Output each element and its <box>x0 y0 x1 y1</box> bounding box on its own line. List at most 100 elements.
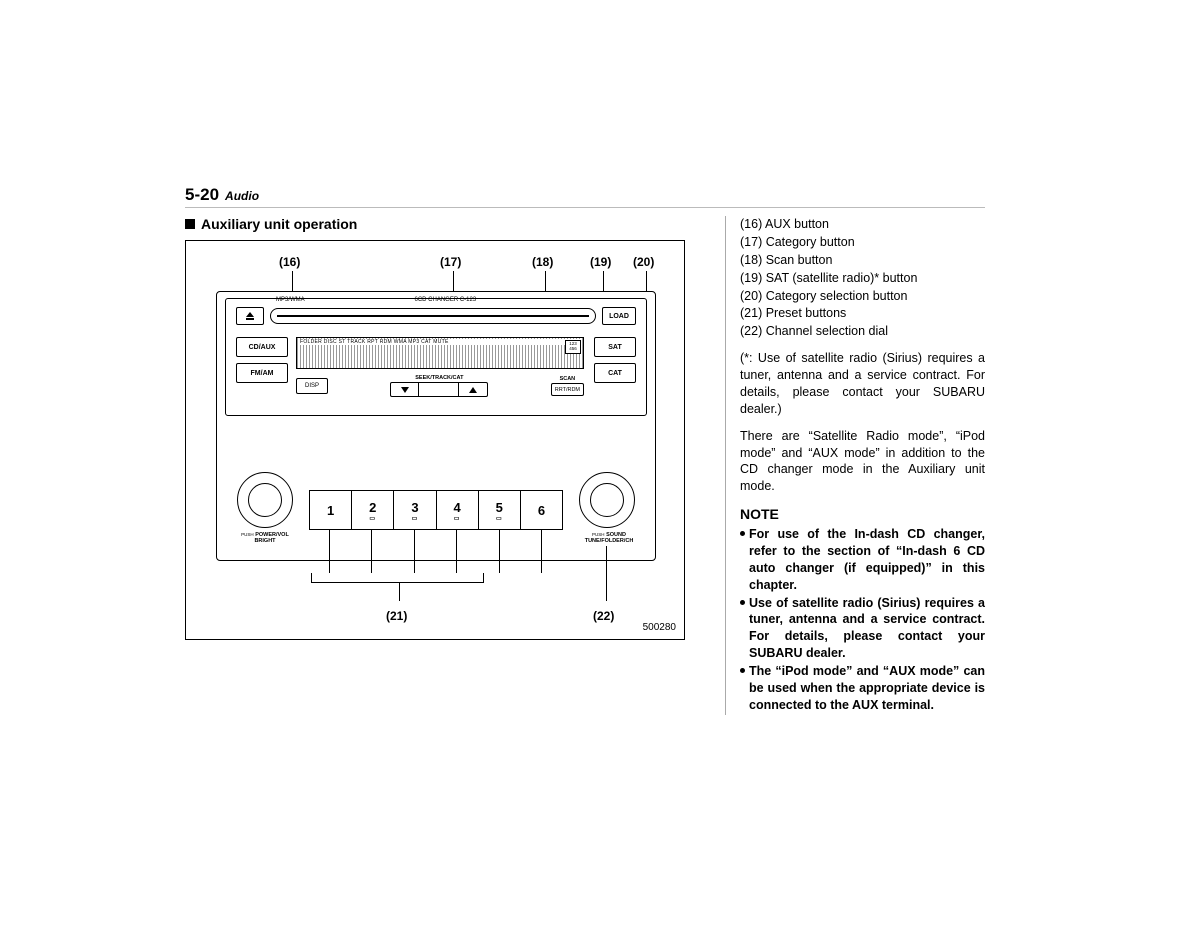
scan-group: SCAN RRT/RDM <box>551 376 584 396</box>
legend-item: (22) Channel selection dial <box>740 323 985 340</box>
seek-buttons <box>390 382 488 397</box>
disp-button[interactable]: DISP <box>296 378 328 394</box>
right-knob-label: PUSH SOUND TUNE/FOLDER/CH <box>569 532 649 544</box>
preset-button-2[interactable]: 2▭ <box>352 491 394 529</box>
callout-22: (22) <box>593 609 614 623</box>
right-button-stack: SAT CAT <box>594 337 636 383</box>
cat-button[interactable]: CAT <box>594 363 636 383</box>
cd-slot[interactable] <box>270 308 596 324</box>
bullet-icon <box>740 668 745 673</box>
push-label: PUSH <box>592 532 605 537</box>
preset-button-3[interactable]: 3▭ <box>394 491 436 529</box>
fm-am-button[interactable]: FM/AM <box>236 363 288 383</box>
disc-number-grid: 123 456 <box>565 340 581 354</box>
modes-paragraph: There are “Satellite Radio mode”, “iPod … <box>740 428 985 496</box>
chevron-up-icon <box>469 387 477 393</box>
seek-row: DISP SEEK/TRACK/CAT <box>296 375 584 397</box>
page-number: 5-20 <box>185 185 219 205</box>
badge-mp3wma: MP3/WMA <box>276 297 305 303</box>
callout-16: (16) <box>279 255 300 269</box>
changer-label: 6CD CHANGER C-123 <box>414 297 476 303</box>
legend-item: (16) AUX button <box>740 216 985 233</box>
preset-label: 6 <box>538 503 545 518</box>
eject-button[interactable] <box>236 307 264 325</box>
heading-text: Auxiliary unit operation <box>201 216 357 232</box>
callout-20: (20) <box>633 255 654 269</box>
page: 5-20 Audio Auxiliary unit operation (16)… <box>185 185 985 715</box>
subsection-heading: Auxiliary unit operation <box>185 216 705 232</box>
left-knob-text: POWER/VOL BRIGHT <box>254 532 288 544</box>
leader-line <box>606 546 607 601</box>
leader-line <box>541 529 542 573</box>
legend-item: (19) SAT (satellite radio)* button <box>740 270 985 287</box>
bullet-icon <box>740 600 745 605</box>
leader-line <box>399 583 400 601</box>
callout-18: (18) <box>532 255 553 269</box>
note-item: For use of the In-dash CD changer, refer… <box>740 526 985 594</box>
note-item: The “iPod mode” and “AUX mode” can be us… <box>740 663 985 714</box>
dots-icon: ▭ <box>369 517 376 521</box>
dots-icon: ▭ <box>496 517 503 521</box>
note-text: Use of satellite radio (Sirius) requires… <box>749 596 985 661</box>
leader-line <box>371 529 372 573</box>
left-knob-label: PUSH POWER/VOL BRIGHT <box>225 532 305 544</box>
preset-label: 5 <box>496 500 503 515</box>
leader-line <box>499 529 500 573</box>
seek-center[interactable] <box>419 383 459 396</box>
legend-item: (20) Category selection button <box>740 288 985 305</box>
rrt-rdm-button[interactable]: RRT/RDM <box>551 383 584 396</box>
preset-button-6[interactable]: 6 <box>521 491 562 529</box>
footnote-text: (*: Use of satellite radio (Sirius) requ… <box>740 350 985 418</box>
legend-list: (16) AUX button (17) Category button (18… <box>740 216 985 340</box>
tune-knob[interactable] <box>579 472 635 528</box>
radio-unit: MP3/WMA 6CD CHANGER C-123 LOAD <box>216 291 656 561</box>
left-button-stack: CD/AUX FM/AM <box>236 337 288 383</box>
figure-id: 500280 <box>643 622 676 633</box>
panel-top-labels: MP3/WMA 6CD CHANGER C-123 <box>276 297 586 303</box>
right-column: (16) AUX button (17) Category button (18… <box>725 216 985 715</box>
leader-line <box>414 529 415 573</box>
preset-button-1[interactable]: 1 <box>310 491 352 529</box>
heading-bullet-icon <box>185 219 195 229</box>
preset-button-4[interactable]: 4▭ <box>437 491 479 529</box>
dots-icon: ▭ <box>412 517 419 521</box>
note-text: For use of the In-dash CD changer, refer… <box>749 527 985 592</box>
figure-frame: (16) (17) (18) (19) (20) <box>185 240 685 640</box>
legend-item: (18) Scan button <box>740 252 985 269</box>
note-item: Use of satellite radio (Sirius) requires… <box>740 595 985 663</box>
preset-label: 1 <box>327 503 334 518</box>
mid-controls: CD/AUX FM/AM FOLDER DISC ST TRACK RPT RD… <box>236 337 636 409</box>
leader-line <box>456 529 457 573</box>
preset-button-5[interactable]: 5▭ <box>479 491 521 529</box>
leader-line <box>329 529 330 573</box>
page-header: 5-20 Audio <box>185 185 985 208</box>
note-text: The “iPod mode” and “AUX mode” can be us… <box>749 664 985 712</box>
preset-label: 3 <box>411 500 418 515</box>
upper-panel: MP3/WMA 6CD CHANGER C-123 LOAD <box>225 298 647 416</box>
legend-item: (21) Preset buttons <box>740 305 985 322</box>
left-column: Auxiliary unit operation (16) (17) (18) … <box>185 216 705 715</box>
content-columns: Auxiliary unit operation (16) (17) (18) … <box>185 216 985 715</box>
load-button[interactable]: LOAD <box>602 307 636 325</box>
display-indicator-strip: FOLDER DISC ST TRACK RPT RDM WMA MP3 CAT… <box>300 339 580 345</box>
callout-21: (21) <box>386 609 407 623</box>
preset-button-row: 1 2▭ 3▭ 4▭ 5▭ 6 <box>309 490 563 530</box>
display-panel: FOLDER DISC ST TRACK RPT RDM WMA MP3 CAT… <box>296 337 584 369</box>
power-volume-knob[interactable] <box>237 472 293 528</box>
preset-label: 4 <box>453 500 460 515</box>
bracket-presets <box>311 573 484 583</box>
seek-up-button[interactable] <box>459 383 487 396</box>
sat-button[interactable]: SAT <box>594 337 636 357</box>
cd-slot-row: LOAD <box>236 307 636 325</box>
seek-down-button[interactable] <box>391 383 419 396</box>
eject-icon <box>245 312 255 320</box>
seek-label: SEEK/TRACK/CAT <box>415 375 463 381</box>
section-title: Audio <box>225 189 259 203</box>
dots-icon: ▭ <box>454 517 461 521</box>
callout-17: (17) <box>440 255 461 269</box>
cd-aux-button[interactable]: CD/AUX <box>236 337 288 357</box>
push-label: PUSH <box>241 532 254 537</box>
legend-item: (17) Category button <box>740 234 985 251</box>
scan-label: SCAN <box>560 376 576 382</box>
note-heading: NOTE <box>740 505 985 524</box>
